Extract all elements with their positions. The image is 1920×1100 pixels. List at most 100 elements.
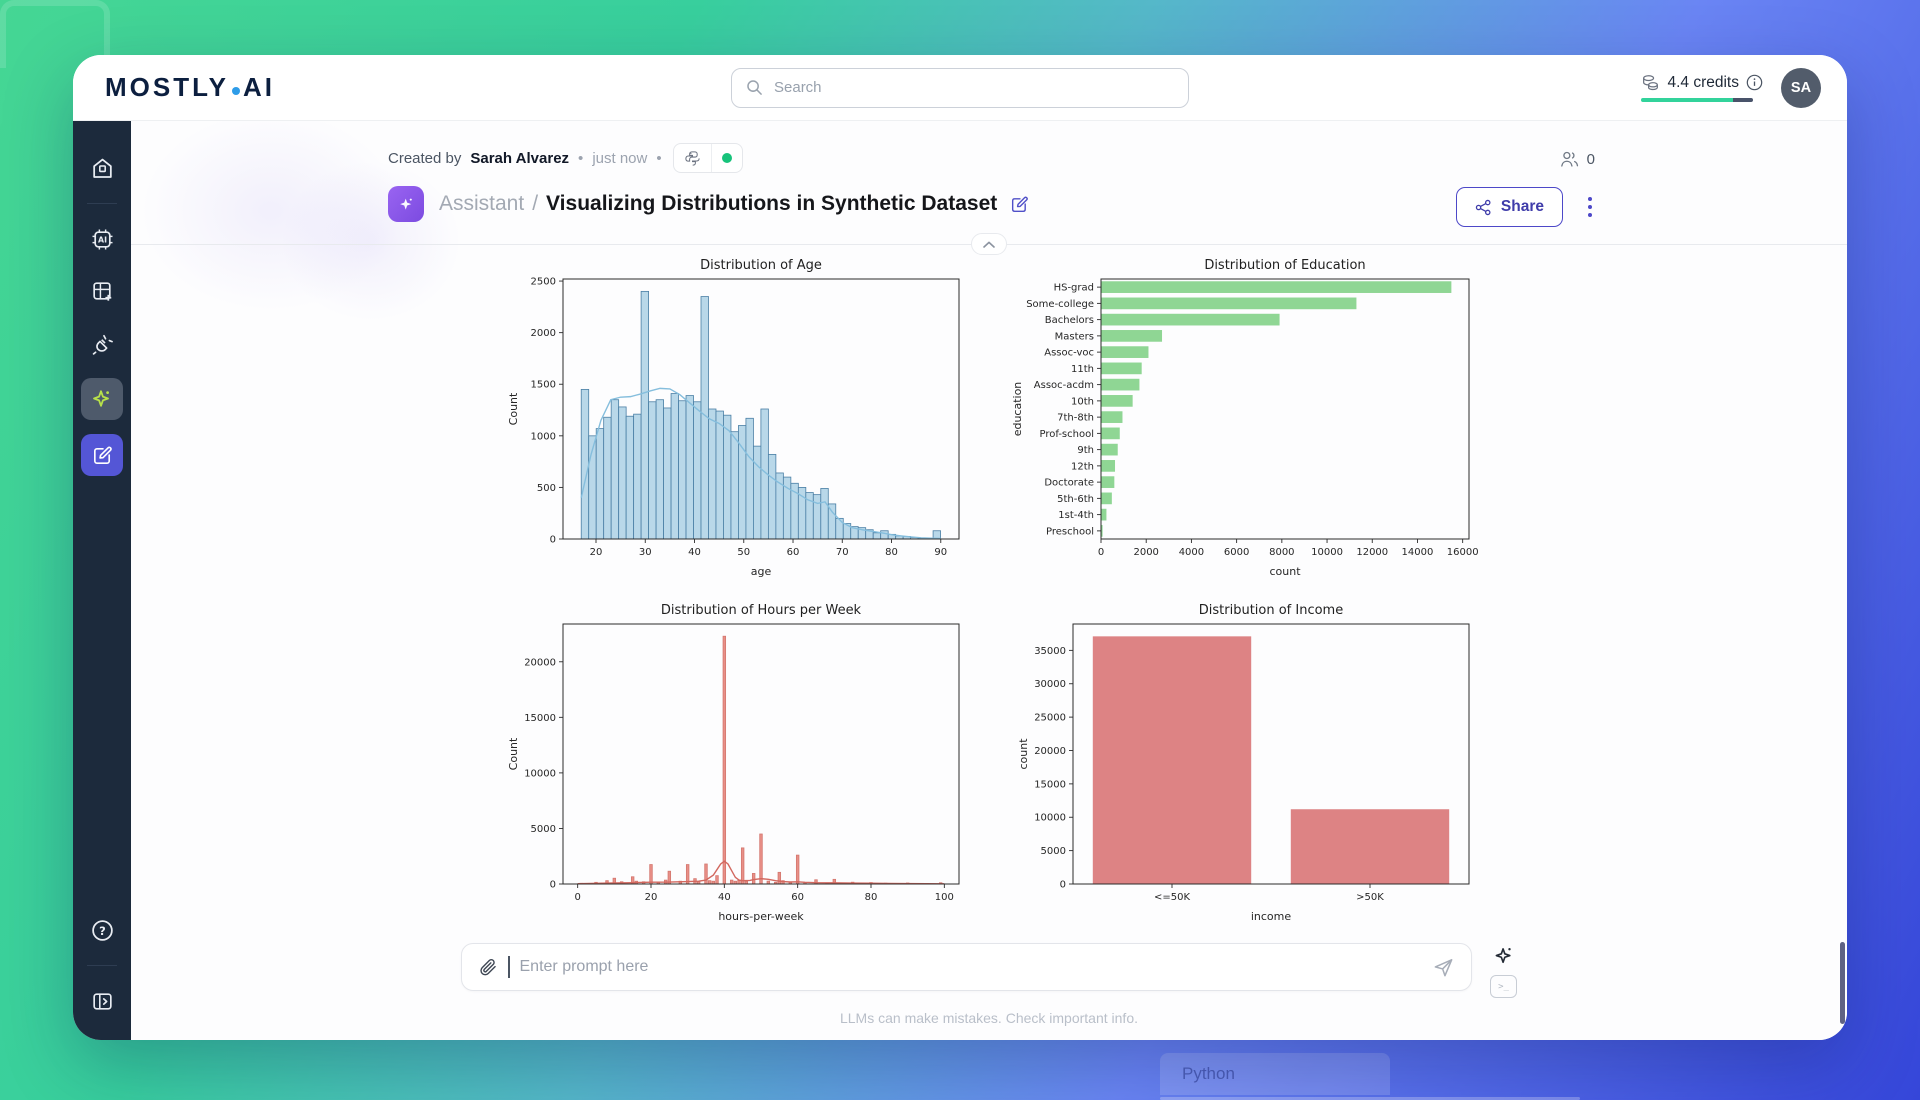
search-input[interactable]: Search <box>731 67 1189 108</box>
svg-text:age: age <box>751 565 772 578</box>
prompt-input-box[interactable] <box>461 943 1472 991</box>
credits-widget[interactable]: 4.4 credits <box>1641 73 1763 102</box>
svg-text:11th: 11th <box>1071 364 1094 375</box>
avatar-initials: SA <box>1790 79 1812 96</box>
svg-text:Some-college: Some-college <box>1026 299 1094 310</box>
table-plus-icon <box>92 281 111 301</box>
ai-chip-icon: AI <box>92 229 113 250</box>
title-row: Assistant / Visualizing Distributions in… <box>388 186 1030 222</box>
assistant-sparkle-icon <box>399 198 412 210</box>
avatar[interactable]: SA <box>1781 67 1821 108</box>
svg-text:50: 50 <box>737 547 750 558</box>
runtime-badge[interactable] <box>672 143 743 173</box>
viewers-counter: 0 <box>1559 149 1595 169</box>
attachment-icon[interactable] <box>478 957 498 977</box>
sidebar-divider <box>87 203 117 204</box>
svg-text:15000: 15000 <box>524 713 556 724</box>
edit-title-icon <box>1012 196 1029 212</box>
income-distribution-chart: Distribution of Income <=50K >50K 0 5000 1000… <box>1009 600 1479 943</box>
svg-text:14000: 14000 <box>1402 547 1434 558</box>
status-dot <box>721 153 732 163</box>
logo-text-right: AI <box>242 72 275 102</box>
svg-text:20: 20 <box>590 547 603 558</box>
background-python-label: Python <box>1182 1064 1235 1083</box>
home-icon <box>92 158 112 178</box>
help-icon: ? <box>91 919 113 941</box>
svg-text:2000: 2000 <box>531 328 556 339</box>
svg-text:60: 60 <box>787 547 800 558</box>
svg-text:20000: 20000 <box>524 657 556 668</box>
svg-text:4000: 4000 <box>1179 547 1204 558</box>
svg-text:2000: 2000 <box>1133 547 1158 558</box>
age-distribution-chart: Distribution of Age 20 30 40 50 60 70 80 90 0 500 1… <box>499 255 969 598</box>
sidebar-item-datasets[interactable] <box>81 270 123 312</box>
header-divider <box>131 233 1847 255</box>
assistant-chip <box>388 186 424 222</box>
send-icon[interactable] <box>1432 956 1455 979</box>
text-cursor <box>508 956 510 978</box>
svg-text:1st-4th: 1st-4th <box>1058 510 1094 521</box>
collapse-sidebar-button[interactable] <box>81 980 123 1022</box>
scrollbar-thumb[interactable] <box>1840 942 1845 1024</box>
collapse-header-button[interactable] <box>971 233 1007 255</box>
svg-text:Distribution of Hours per Week: Distribution of Hours per Week <box>661 603 862 618</box>
svg-text:Prof-school: Prof-school <box>1039 429 1094 440</box>
prompt-input[interactable] <box>519 958 1422 976</box>
svg-text:education: education <box>1011 382 1024 437</box>
svg-text:12000: 12000 <box>1356 547 1388 558</box>
svg-text:10000: 10000 <box>1311 547 1343 558</box>
svg-text:9th: 9th <box>1077 445 1094 456</box>
svg-text:count: count <box>1269 565 1301 578</box>
svg-text:1000: 1000 <box>531 431 556 442</box>
svg-text:Doctorate: Doctorate <box>1044 478 1094 489</box>
chevron-up-icon <box>983 241 995 248</box>
rename-button[interactable] <box>1009 194 1030 215</box>
timestamp: just now <box>592 149 648 167</box>
edit-pencil-icon <box>93 446 112 464</box>
hours-histogram: Distribution of Hours per Week 0 20 40 60 80 1… <box>507 603 960 923</box>
chat-header: Created by Sarah Alvarez • just now • <box>131 121 1847 227</box>
svg-text:35000: 35000 <box>1034 646 1066 657</box>
info-icon[interactable] <box>1746 74 1763 91</box>
charts-grid: Distribution of Age 20 30 40 50 60 70 80 90 0 500 1… <box>131 245 1847 943</box>
svg-text:1500: 1500 <box>531 380 556 391</box>
more-options-button[interactable] <box>1583 192 1597 222</box>
main-content: Created by Sarah Alvarez • just now • <box>131 111 1847 1040</box>
svg-text:hours-per-week: hours-per-week <box>718 910 804 923</box>
terminal-mode-button[interactable]: >_ <box>1490 975 1517 998</box>
topbar: MOSTLY AI Search 4.4 credit <box>73 55 1847 121</box>
svg-text:Masters: Masters <box>1055 331 1094 342</box>
svg-text:10000: 10000 <box>524 768 556 779</box>
svg-text:10000: 10000 <box>1034 813 1066 824</box>
svg-text:2500: 2500 <box>531 277 556 288</box>
logo-text-left: MOSTLY <box>105 72 229 102</box>
share-icon <box>1475 199 1491 215</box>
svg-text:Assoc-acdm: Assoc-acdm <box>1034 380 1094 391</box>
panel-toggle-icon <box>92 992 112 1010</box>
svg-text:Distribution of Income: Distribution of Income <box>1199 603 1343 618</box>
svg-text:Bachelors: Bachelors <box>1045 315 1094 326</box>
new-chat-button[interactable] <box>81 434 123 476</box>
svg-text:0: 0 <box>550 880 556 891</box>
page-title: Visualizing Distributions in Synthetic D… <box>546 192 998 215</box>
sidebar-item-assistant[interactable] <box>81 378 123 420</box>
search-placeholder: Search <box>774 79 822 96</box>
search-icon <box>747 80 762 95</box>
svg-text:80: 80 <box>885 547 898 558</box>
sidebar-item-home[interactable] <box>81 147 123 189</box>
share-button[interactable]: Share <box>1455 187 1563 227</box>
svg-text:6000: 6000 <box>1224 547 1249 558</box>
svg-text:income: income <box>1251 910 1292 923</box>
help-button[interactable]: ? <box>81 909 123 951</box>
svg-text:12th: 12th <box>1071 461 1094 472</box>
credits-coins-icon <box>1643 75 1659 91</box>
breadcrumb-separator: / <box>532 192 539 215</box>
breadcrumb-assistant[interactable]: Assistant <box>439 192 525 215</box>
background-strip <box>1160 1097 1580 1100</box>
sidebar-item-connectors[interactable] <box>81 322 123 364</box>
disclaimer-text: LLMs can make mistakes. Check important … <box>839 1010 1138 1026</box>
sidebar-item-ai-models[interactable]: AI <box>81 218 123 260</box>
kebab-icon <box>1588 197 1592 217</box>
sidebar-divider-bottom <box>87 965 117 966</box>
assistant-mode-icon[interactable] <box>1493 945 1515 967</box>
